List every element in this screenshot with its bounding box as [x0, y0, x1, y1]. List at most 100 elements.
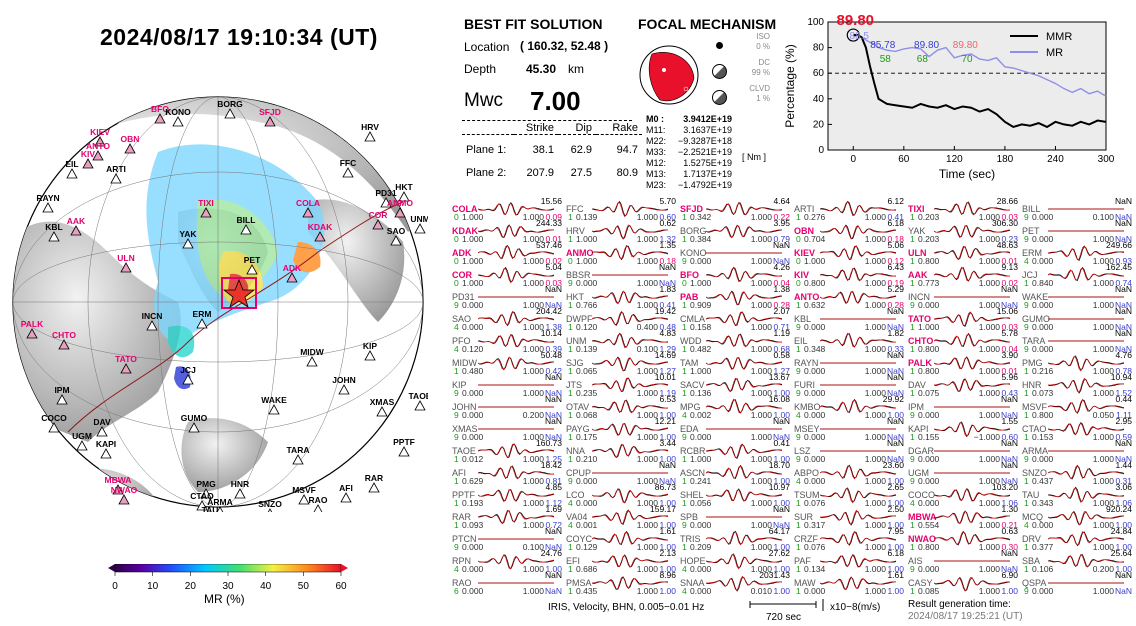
synthetic-trace	[706, 465, 782, 479]
observed-trace	[478, 510, 555, 525]
station-name: DAV	[908, 380, 926, 390]
station-label: INCN	[142, 311, 163, 321]
quality-flag: 1	[568, 322, 573, 332]
max-amplitude: 244.33	[536, 218, 562, 228]
synthetic-trace	[1048, 267, 1124, 281]
variance-reduction: 0.193	[462, 498, 484, 508]
quality-flag: 9	[568, 278, 573, 288]
waveform-cell: MBWA 1.30 1 0.554 1.000 0.21	[908, 504, 1018, 530]
station-marker: NWAO	[111, 485, 138, 505]
synthetic-trace	[592, 509, 669, 525]
station-name: SJG	[566, 358, 584, 368]
waveform-cell: ARMA NaN 9 0.000 1.000 NaN	[1022, 438, 1132, 464]
station-label: EIL	[65, 159, 78, 169]
variance-reduction: 0.000	[918, 300, 940, 310]
y-tick-label: 60	[813, 68, 825, 79]
max-amplitude: 0.63	[1001, 526, 1018, 536]
station-marker: ANTO	[86, 141, 110, 161]
triangle-icon	[56, 394, 68, 405]
triangle-icon	[380, 197, 392, 208]
plane-strike: 207.9	[526, 167, 554, 179]
waveform-cell: RAR 1.69 1 0.093 1.000 0.72	[452, 504, 562, 530]
waveform-trace	[820, 398, 897, 413]
station-label: PMG	[196, 479, 216, 489]
max-amplitude: 4.85	[545, 482, 562, 492]
waveform-trace	[934, 576, 1011, 592]
station-label: MBWA	[105, 475, 132, 485]
weight: 1.000	[750, 476, 772, 486]
variance-reduction: 0.000	[804, 432, 826, 442]
waveform-trace	[820, 318, 896, 320]
quality-flag: 1	[682, 366, 687, 376]
station-name: FURI	[794, 380, 815, 390]
max-amplitude: 2.13	[659, 548, 676, 558]
misfit: 1.06	[1115, 498, 1132, 508]
synthetic-trace	[934, 378, 1011, 393]
max-amplitude: 2.65	[887, 482, 904, 492]
waveform-cell: RAYN NaN 9 0.000 1.000 NaN	[794, 350, 904, 376]
series-line-mmr	[853, 34, 1107, 129]
station-name: COR	[452, 270, 472, 280]
station-marker: PALK	[21, 319, 44, 339]
station-marker: MSVF	[292, 485, 316, 505]
waveform-trace	[1048, 582, 1124, 584]
variance-reduction: 0.840	[1032, 278, 1054, 288]
weight: 1.000	[864, 388, 886, 398]
station-name: MAW	[794, 578, 816, 588]
quality-flag: 1	[796, 542, 801, 552]
waveform-cell: AIS NaN 9 0.000 1.000 NaN	[908, 548, 1018, 574]
variance-reduction: 0.210	[576, 454, 598, 464]
observed-trace	[706, 443, 783, 460]
waveform-trace	[706, 575, 783, 592]
station-label: COR	[369, 210, 388, 220]
waveform-trace	[592, 576, 669, 591]
weight: 1.000	[978, 388, 1000, 398]
weight: 1.000	[1092, 542, 1114, 552]
graticule	[13, 97, 423, 507]
variance-reduction: 0.203	[918, 234, 940, 244]
weight: 1.000	[750, 542, 772, 552]
max-amplitude: NaN	[544, 394, 562, 404]
waveform-trace	[706, 202, 783, 216]
max-amplitude: NaN	[886, 438, 904, 448]
synthetic-trace	[934, 357, 1011, 370]
synthetic-trace	[706, 334, 783, 348]
max-amplitude: NaN	[1114, 438, 1132, 448]
variance-reduction: 0.000	[462, 564, 484, 574]
waveform-cell: TAOE 160.73 1 0.012 1.000 1.25	[452, 438, 562, 464]
station-label: KIEV	[90, 127, 110, 137]
misfit: 1.29	[659, 344, 676, 354]
variance-reduction: 0.012	[462, 454, 484, 464]
station-label: MSVF	[292, 485, 316, 495]
chart-annotation: 89.80	[914, 40, 939, 51]
quality-flag: 1	[682, 212, 687, 222]
synthetic-trace	[706, 291, 783, 306]
colorbar-tick-label: 40	[260, 581, 272, 592]
mt-key: M0 :	[646, 114, 664, 124]
variance-reduction: 0.480	[462, 366, 484, 376]
waveform-trace	[592, 554, 669, 568]
triangle-icon	[124, 143, 136, 154]
weight: 1.000	[864, 410, 886, 420]
triangle-icon	[414, 223, 426, 234]
weight: 1.000	[864, 256, 886, 266]
variance-reduction: 0.001	[576, 520, 598, 530]
quality-flag: 1	[1024, 564, 1029, 574]
max-amplitude: 6.53	[659, 394, 676, 404]
mt-component-iso: ISO 0 %	[712, 32, 770, 58]
station-marker: HNR	[231, 479, 249, 499]
waveform-cell: SNZO 1.44 1 0.437 1.000 0.31	[1022, 460, 1132, 486]
max-amplitude: NaN	[1000, 394, 1018, 404]
weight: 1.000	[522, 564, 544, 574]
waveform-cell: PAF 6.18 1 0.134 1.000 1.00	[794, 548, 904, 574]
synthetic-trace	[820, 291, 897, 305]
x-tick-label: 60	[898, 154, 910, 165]
waveform-trace	[592, 200, 669, 218]
waveform-trace	[592, 399, 669, 414]
quality-flag: 1	[682, 322, 687, 332]
triangle-icon	[120, 363, 132, 374]
waveform-trace	[592, 244, 669, 261]
max-amplitude: 48.63	[996, 240, 1018, 250]
quality-flag: 9	[454, 300, 459, 310]
waveform-cell: MPG 16.08 4 0.002 1.000 1.00	[680, 394, 790, 420]
